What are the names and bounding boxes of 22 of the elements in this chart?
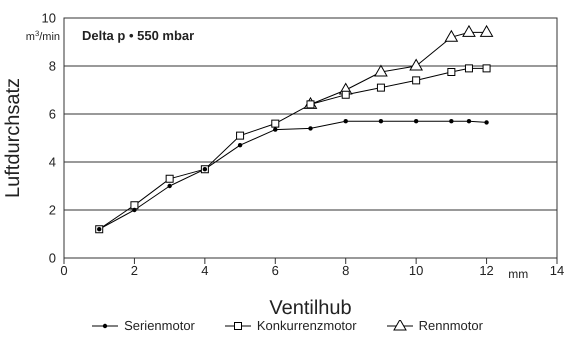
y-tick-label: 6: [48, 106, 56, 122]
annotation: Delta p • 550 mbar: [82, 28, 194, 43]
y-tick-label: 4: [48, 154, 56, 170]
x-tick-label: 4: [201, 263, 208, 278]
y-tick-label: 2: [48, 202, 56, 218]
x-tick-label: 8: [342, 263, 350, 278]
x-tick-label: 10: [408, 263, 424, 278]
legend-label: Konkurrenzmotor: [256, 318, 357, 333]
text: mm: [508, 267, 528, 281]
x-tick-label: 2: [130, 263, 138, 278]
x-tick-label: 12: [479, 263, 494, 278]
text: m$^{3}$/min: [26, 28, 60, 43]
y-axis-title: Luftdurchsatz: [2, 78, 24, 198]
y-tick-label: 8: [48, 58, 56, 74]
x-tick-label: 6: [272, 263, 279, 278]
x-axis-title: Ventilhub: [269, 297, 352, 319]
legend-label: Serienmotor: [124, 318, 195, 333]
legend-label: Rennmotor: [418, 318, 483, 333]
x-tick-label: 14: [550, 263, 564, 278]
x-tick-label: 0: [60, 263, 68, 278]
y-tick-label: 0: [48, 250, 56, 266]
y-tick-label: 10: [42, 10, 56, 26]
